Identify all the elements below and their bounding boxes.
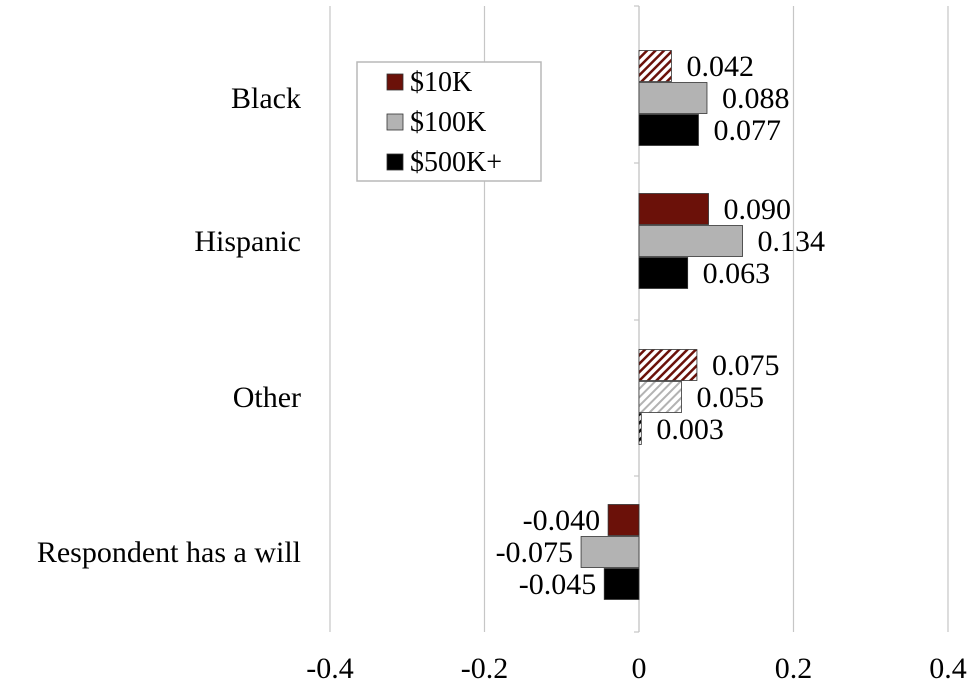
data-label: 0.003 bbox=[656, 413, 724, 446]
bar bbox=[638, 82, 708, 114]
bar bbox=[603, 568, 640, 600]
legend-label: $100K bbox=[410, 107, 486, 138]
data-label: -0.040 bbox=[523, 504, 601, 537]
legend-swatch bbox=[386, 73, 404, 91]
data-label: 0.077 bbox=[713, 114, 781, 147]
bar bbox=[638, 225, 743, 257]
category-labels: Black Hispanic Other Respondent has a will bbox=[37, 82, 301, 569]
legend-label: $500K+ bbox=[410, 147, 502, 178]
legend-label: $10K bbox=[410, 67, 472, 98]
bar bbox=[607, 504, 640, 536]
data-label: 0.042 bbox=[686, 50, 754, 83]
x-tick-label: 0 bbox=[632, 652, 647, 685]
x-tick-labels: -0.4 -0.2 0 0.2 0.4 bbox=[306, 652, 967, 685]
legend-swatch bbox=[386, 113, 404, 131]
legend-swatch bbox=[386, 153, 404, 171]
bar bbox=[580, 536, 640, 568]
bar bbox=[638, 381, 682, 413]
bar bbox=[638, 50, 672, 82]
category-label: Other bbox=[233, 381, 301, 414]
x-tick-label: 0.2 bbox=[775, 652, 813, 685]
data-label: -0.075 bbox=[496, 536, 574, 569]
category-label: Black bbox=[231, 82, 301, 115]
data-label: 0.088 bbox=[722, 82, 790, 115]
data-label: 0.075 bbox=[712, 349, 780, 382]
category-label: Hispanic bbox=[194, 225, 301, 258]
bar bbox=[638, 349, 698, 381]
x-tick-label: -0.4 bbox=[306, 652, 354, 685]
x-tick-label: -0.2 bbox=[461, 652, 509, 685]
data-label: -0.045 bbox=[519, 568, 597, 601]
x-tick-label: 0.4 bbox=[929, 652, 967, 685]
bar bbox=[638, 257, 689, 289]
bar bbox=[638, 193, 709, 225]
legend: $10K $100K $500K+ bbox=[356, 61, 542, 182]
data-label: 0.134 bbox=[758, 225, 826, 258]
bar bbox=[638, 413, 642, 445]
data-label: 0.063 bbox=[703, 257, 771, 290]
category-label: Respondent has a will bbox=[37, 536, 301, 569]
bars bbox=[580, 50, 743, 600]
data-label: 0.090 bbox=[724, 193, 792, 226]
bar bbox=[638, 114, 699, 146]
data-label: 0.055 bbox=[696, 381, 764, 414]
